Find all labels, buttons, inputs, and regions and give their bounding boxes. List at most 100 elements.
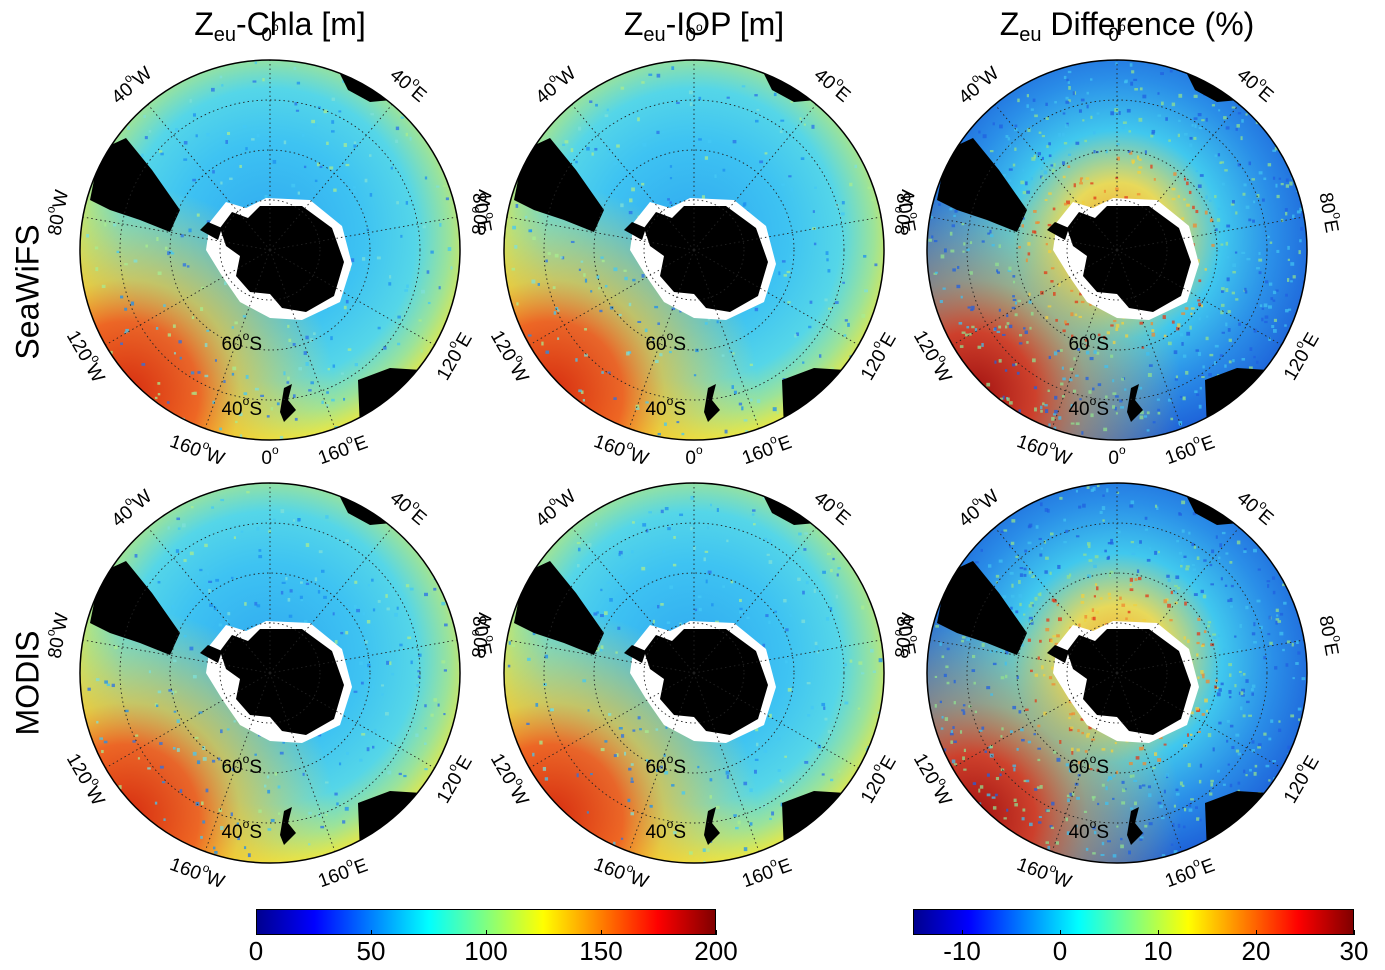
lon-label-160e: 160oE <box>314 850 371 892</box>
lon-label-80e: 80oE <box>467 190 499 234</box>
lon-label-80e: 80oE <box>1314 190 1346 234</box>
colorbar-tick <box>486 930 487 935</box>
lat-label-40s: 40oS <box>1068 394 1109 420</box>
antarctic-peninsula <box>200 645 222 663</box>
landmass-antarctica <box>644 206 768 312</box>
meridian-line <box>269 672 336 852</box>
landmass-new-zealand <box>704 384 720 422</box>
polar-map-disc <box>80 483 460 863</box>
map-outline <box>79 482 461 864</box>
row-label-modis: MODIS <box>9 630 46 736</box>
meridian-line <box>82 216 271 251</box>
lon-label-0: 0o <box>685 443 703 469</box>
lon-label-80w: 80oW <box>40 187 73 237</box>
meridian-line <box>147 527 271 674</box>
colorbar-tick-label: 20 <box>1241 936 1271 966</box>
meridian-line <box>1116 527 1240 674</box>
lon-label-80e: 80oE <box>891 613 923 657</box>
meridian-line <box>105 249 271 346</box>
map-modis-zeu-chla: 0o 40oE 80oE 120oE 160oE 40oW 80oW 120oW 160oW 60… <box>43 443 497 893</box>
colorbar-tick <box>1256 930 1257 935</box>
lon-label-40e: 40oE <box>1233 61 1281 107</box>
meridian-line <box>105 672 271 769</box>
meridian-line <box>506 216 695 251</box>
lon-label-40w: 40oW <box>952 59 1004 108</box>
column-title-zeu-chla: Zeu-Chla [m] <box>194 6 366 46</box>
meridian-line <box>929 216 1118 251</box>
antarctic-peninsula <box>624 222 646 240</box>
antarctic-peninsula <box>1047 222 1069 240</box>
row-label-seawifs: SeaWiFS <box>9 224 46 360</box>
latitude-circle <box>593 572 795 774</box>
meridian-line <box>693 216 882 251</box>
polar-map-disc <box>927 60 1307 440</box>
graticule <box>82 60 458 429</box>
antarctic-peninsula <box>1047 645 1069 663</box>
lat-label-60s: 60oS <box>221 329 262 355</box>
meridian-line <box>1116 249 1183 429</box>
colorbar-tick-label: -10 <box>943 936 981 966</box>
landmass-antarctica <box>220 206 344 312</box>
meridian-line <box>82 639 271 674</box>
lon-label-0: 0o <box>1108 20 1126 46</box>
lon-label-0: 0o <box>685 20 703 46</box>
map-outline <box>79 59 461 441</box>
landmass-new-zealand <box>280 807 296 845</box>
landmass-south-america <box>90 561 180 655</box>
meridian-line <box>269 527 393 674</box>
lat-label-40s: 40oS <box>645 817 686 843</box>
landmass-new-zealand <box>280 384 296 422</box>
column-title-zeu-iop: Zeu-IOP [m] <box>623 6 785 46</box>
map-outline <box>926 59 1308 441</box>
meridian-line <box>1051 249 1118 429</box>
meridian-line <box>269 104 393 251</box>
landmass-antarctica <box>644 629 768 735</box>
meridian-line <box>1116 216 1305 251</box>
meridian-line <box>269 639 458 674</box>
polar-map-disc <box>504 60 884 440</box>
colorbar-tick <box>716 930 717 935</box>
colorbar-tick <box>256 930 257 935</box>
polar-map-disc <box>504 483 884 863</box>
lon-label-80w: 80oW <box>887 610 920 660</box>
lon-label-80w: 80oW <box>40 610 73 660</box>
meridian-line <box>929 639 1118 674</box>
meridian-line <box>147 104 271 251</box>
graticule <box>506 483 882 852</box>
meridian-line <box>571 527 695 674</box>
map-modis-zeu-difference: 0o 40oE 80oE 120oE 160oE 40oW 80oW 120oW 160oW 60… <box>890 443 1344 893</box>
lon-label-80w: 80oW <box>464 187 497 237</box>
colorbar-tick <box>371 930 372 935</box>
map-outline <box>503 482 885 864</box>
colorbar-tick <box>1158 930 1159 935</box>
meridian-line <box>693 527 817 674</box>
antarctic-peninsula <box>200 222 222 240</box>
meridian-line <box>693 639 882 674</box>
colorbar-tick-label: 200 <box>694 936 738 966</box>
meridian-line <box>994 104 1118 251</box>
map-outline <box>503 59 885 441</box>
lon-label-40e: 40oE <box>1233 484 1281 530</box>
latitude-circle <box>169 572 371 774</box>
lon-label-40e: 40oE <box>810 484 858 530</box>
lon-label-40e: 40oE <box>386 61 434 107</box>
latitude-circle <box>593 149 795 351</box>
lon-label-80w: 80oW <box>464 610 497 660</box>
landmass-antarctica <box>220 629 344 735</box>
lat-label-40s: 40oS <box>645 394 686 420</box>
pixel-speckle <box>928 62 1306 435</box>
meridian-line <box>529 249 695 346</box>
latitude-circle <box>1016 149 1218 351</box>
lon-label-40w: 40oW <box>105 59 157 108</box>
graticule <box>506 60 882 429</box>
meridian-line <box>693 672 859 769</box>
meridian-line <box>1116 639 1305 674</box>
meridian-line <box>952 672 1118 769</box>
landmass-south-america <box>514 561 604 655</box>
lon-label-40e: 40oE <box>386 484 434 530</box>
meridian-line <box>628 249 695 429</box>
landmass-south-america <box>937 138 1027 232</box>
landmass-new-zealand <box>1127 384 1143 422</box>
colorbar-tick-label: 0 <box>1052 936 1068 966</box>
